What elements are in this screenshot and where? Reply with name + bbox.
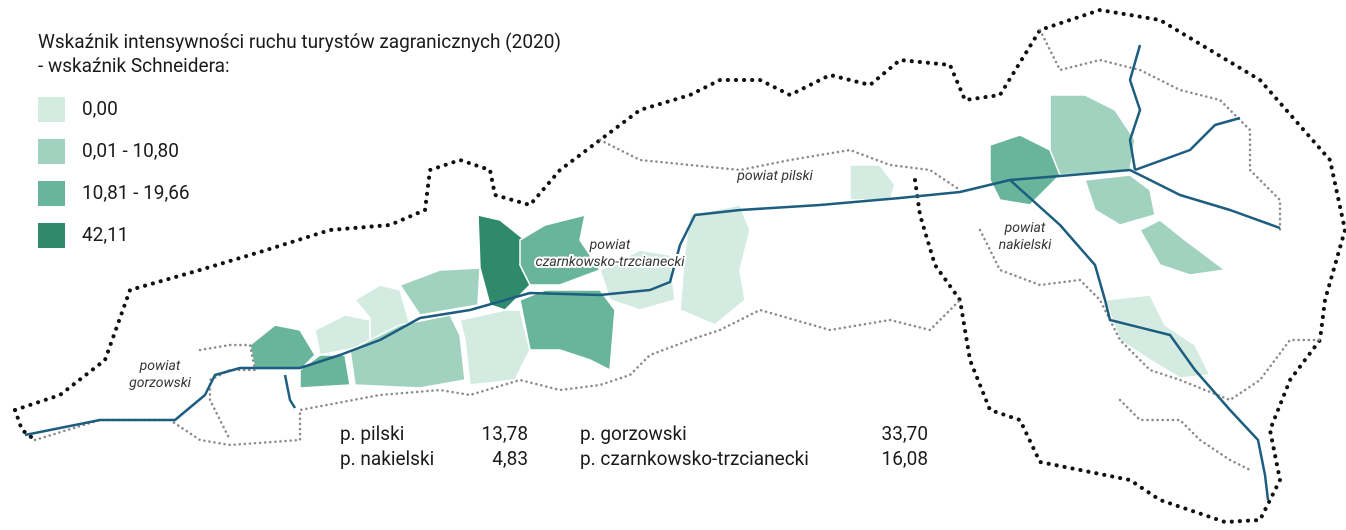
- region-label-line: powiat: [589, 237, 631, 253]
- stat-name: p. czarnkowsko-trzcianecki: [580, 447, 809, 470]
- region-label: powiat czarnkowsko-trzcianecki: [535, 237, 685, 270]
- municipality: [1083, 174, 1156, 226]
- river: [283, 374, 297, 409]
- inner-border: [978, 228, 1322, 402]
- municipality: [398, 267, 481, 316]
- legend-swatch: [38, 181, 65, 206]
- stat-name: p. gorzowski: [580, 422, 687, 445]
- municipality: [1103, 294, 1212, 379]
- legend-label: 10,81 - 19,66: [82, 181, 190, 204]
- stat-name: p. pilski: [340, 422, 404, 445]
- inner-border: [1038, 28, 1282, 232]
- river: [1134, 116, 1241, 172]
- river: [1009, 179, 1270, 501]
- legend-swatch: [38, 139, 65, 164]
- legend-swatch: [38, 223, 65, 248]
- stat-name: p. nakielski: [340, 447, 434, 470]
- legend: 0,00 0,01 - 10,80 10,81 - 19,66 42,11: [38, 97, 190, 248]
- legend-subtitle: - wskaźnik Schneidera:: [38, 54, 230, 77]
- municipality: [459, 309, 531, 386]
- outer-border: [13, 7, 1346, 525]
- legend-label: 0,00: [82, 97, 118, 120]
- municipality: [519, 213, 602, 286]
- municipalities: [249, 94, 1227, 389]
- region-label-line: nakielski: [999, 237, 1052, 253]
- region-label-line: powiat: [1004, 220, 1046, 236]
- region-label: powiat pilski: [736, 168, 813, 184]
- region-label-line: czarnkowsko-trzcianecki: [535, 254, 685, 270]
- stat-value: 13,78: [482, 422, 528, 445]
- municipality: [249, 324, 316, 371]
- region-label: powiat gorzowski: [129, 358, 191, 391]
- municipality: [599, 249, 676, 311]
- municipality: [519, 289, 616, 372]
- region-label-line: powiat: [139, 358, 181, 374]
- rivers: [24, 44, 1281, 501]
- municipality: [1049, 94, 1136, 176]
- stat-value: 16,08: [882, 447, 928, 470]
- inner-border: [33, 298, 962, 447]
- legend-swatch: [38, 97, 65, 122]
- outer-border: [13, 408, 37, 442]
- river: [24, 168, 1281, 437]
- legend-title: Wskaźnik intensywności ruchu turystów za…: [38, 30, 561, 53]
- stat-value: 33,70: [882, 422, 928, 445]
- municipality: [679, 204, 751, 326]
- inner-border: [1118, 398, 1252, 472]
- legend-label: 42,11: [82, 223, 128, 246]
- municipality: [1138, 219, 1227, 276]
- river: [1128, 44, 1142, 171]
- stat-value: 4,83: [492, 447, 528, 470]
- municipality: [849, 164, 896, 201]
- legend-label: 0,01 - 10,80: [82, 139, 179, 162]
- region-label: powiat nakielski: [999, 220, 1052, 253]
- region-label-line: gorzowski: [129, 375, 191, 391]
- region-label-line: powiat pilski: [736, 168, 813, 184]
- stats-table: p. pilski 13,78 p. nakielski 4,83 p. gorzows…: [340, 422, 928, 470]
- inner-border: [598, 138, 962, 192]
- inner-border: [198, 343, 257, 442]
